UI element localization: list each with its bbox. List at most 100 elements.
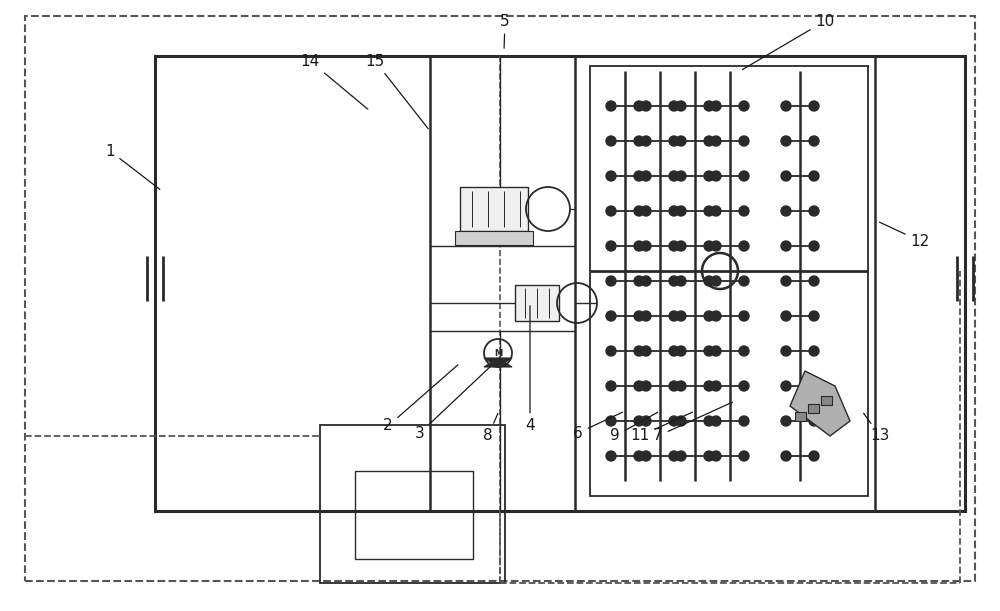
Circle shape [676,381,686,391]
Circle shape [739,101,749,111]
Circle shape [781,241,791,251]
Circle shape [711,381,721,391]
Circle shape [809,416,819,426]
Text: 1: 1 [105,144,160,189]
Text: 5: 5 [500,13,510,48]
Circle shape [634,206,644,216]
Circle shape [669,101,679,111]
Circle shape [606,136,616,146]
Circle shape [606,311,616,321]
Circle shape [676,241,686,251]
Text: 3: 3 [415,367,490,441]
Circle shape [606,381,616,391]
Circle shape [809,381,819,391]
Text: 15: 15 [365,54,428,129]
Circle shape [669,276,679,286]
Circle shape [606,346,616,356]
Circle shape [669,451,679,461]
Circle shape [704,171,714,181]
Bar [590,66,868,496]
Circle shape [711,416,721,426]
Bar [155,56,965,511]
Circle shape [641,171,651,181]
Circle shape [634,276,644,286]
Circle shape [606,416,616,426]
Circle shape [641,241,651,251]
Circle shape [704,311,714,321]
Circle shape [704,206,714,216]
Circle shape [781,206,791,216]
Polygon shape [790,371,850,436]
Circle shape [676,136,686,146]
Circle shape [704,276,714,286]
Circle shape [711,451,721,461]
Circle shape [739,311,749,321]
Circle shape [641,101,651,111]
Circle shape [704,241,714,251]
Circle shape [809,276,819,286]
Circle shape [739,451,749,461]
Circle shape [676,276,686,286]
Text: 11: 11 [630,412,692,444]
Circle shape [739,136,749,146]
Circle shape [669,171,679,181]
Circle shape [739,171,749,181]
Circle shape [704,346,714,356]
Circle shape [711,171,721,181]
Bar [460,187,528,231]
Circle shape [704,381,714,391]
Text: 8: 8 [483,414,498,444]
Circle shape [634,136,644,146]
Circle shape [641,276,651,286]
Circle shape [739,346,749,356]
Text: 10: 10 [742,13,835,70]
Text: 9: 9 [610,412,658,444]
Circle shape [606,451,616,461]
Bar [515,285,559,321]
Circle shape [676,346,686,356]
Bar [320,425,505,583]
Circle shape [711,311,721,321]
Circle shape [781,311,791,321]
Circle shape [606,241,616,251]
Bar [795,412,806,421]
Circle shape [739,206,749,216]
Circle shape [704,101,714,111]
Circle shape [711,276,721,286]
Circle shape [781,451,791,461]
Circle shape [641,206,651,216]
Circle shape [676,206,686,216]
Circle shape [711,206,721,216]
Circle shape [634,346,644,356]
Circle shape [704,416,714,426]
Circle shape [781,136,791,146]
Circle shape [711,136,721,146]
Circle shape [676,416,686,426]
Bar [821,396,832,405]
Text: 12: 12 [880,222,930,249]
Circle shape [809,311,819,321]
Circle shape [634,101,644,111]
Circle shape [809,206,819,216]
Circle shape [641,346,651,356]
Text: 6: 6 [573,412,622,441]
Circle shape [641,381,651,391]
Bar [808,404,819,413]
Circle shape [781,416,791,426]
Circle shape [669,136,679,146]
Circle shape [809,101,819,111]
Circle shape [809,136,819,146]
Circle shape [809,346,819,356]
Circle shape [809,171,819,181]
Circle shape [634,171,644,181]
Circle shape [641,416,651,426]
Text: 2: 2 [383,365,458,433]
Circle shape [606,101,616,111]
Circle shape [739,276,749,286]
Polygon shape [484,358,512,367]
Circle shape [669,416,679,426]
Circle shape [676,171,686,181]
Circle shape [669,381,679,391]
Circle shape [634,381,644,391]
Circle shape [634,311,644,321]
